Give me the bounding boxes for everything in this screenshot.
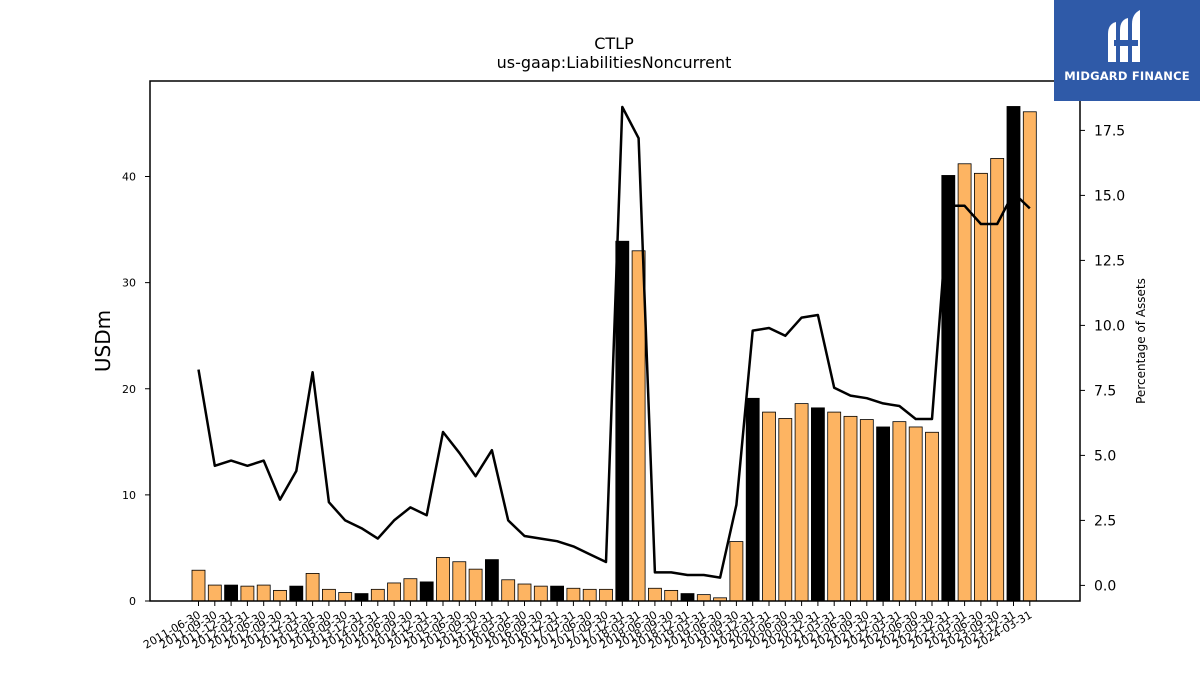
- y-tick-label: 30: [122, 277, 136, 290]
- bar-2017-06-30: [582, 588, 597, 602]
- bar-2012-12-31: [289, 585, 304, 602]
- y-right-tick-label: 0.0: [1094, 578, 1116, 594]
- bar-2015-12-31: [484, 559, 499, 602]
- bar-2021-06-30: [843, 415, 858, 602]
- midgard-logo: MIDGARD FINANCE: [1054, 0, 1200, 101]
- bar-2016-06-30: [517, 583, 532, 602]
- bar-2014-09-30: [403, 578, 418, 602]
- bar-2018-03-31: [631, 250, 646, 602]
- bar-2016-12-31: [550, 585, 564, 602]
- bar-2023-06-30: [974, 172, 988, 602]
- bar-2017-12-31: [615, 240, 630, 602]
- bar-2016-09-30: [533, 585, 548, 602]
- y-tick-label: 0: [129, 595, 136, 608]
- y-right-tick-label: 5.0: [1094, 448, 1116, 464]
- bar-2014-06-30: [387, 582, 402, 602]
- bar-2022-12-31: [941, 175, 956, 602]
- bar-2017-09-30: [599, 588, 613, 602]
- y-axis-label-left: USDm: [91, 310, 115, 372]
- bar-2015-03-31: [436, 557, 450, 602]
- bar-2023-12-31: [1006, 106, 1021, 602]
- bar-2020-12-31: [811, 407, 825, 602]
- logo-text: MIDGARD FINANCE: [1064, 69, 1190, 83]
- bar-2022-09-30: [925, 431, 939, 602]
- bar-2021-12-31: [876, 426, 890, 602]
- y-right-tick-label: 17.5: [1094, 123, 1125, 139]
- y-axis-left: 0 10 20 30 40: [122, 171, 150, 608]
- bar-2013-09-30: [338, 592, 353, 602]
- bar-2015-09-30: [468, 568, 483, 602]
- bar-2014-12-31: [419, 581, 434, 602]
- bar-2011-09-30: [207, 584, 222, 602]
- y-axis-label-right: Percentage of Assets: [1134, 278, 1148, 404]
- midgard-logo-icon: [1108, 10, 1140, 62]
- bar-2024-03-31: [1022, 111, 1037, 602]
- bar-2021-03-31: [827, 411, 842, 602]
- bar-2013-03-31: [305, 573, 320, 602]
- bar-2019-03-31: [696, 594, 711, 602]
- y-right-tick-label: 12.5: [1094, 253, 1125, 269]
- y-right-tick-label: 2.5: [1094, 513, 1116, 529]
- bar-2023-03-31: [957, 163, 972, 602]
- bar-2013-06-30: [321, 588, 336, 602]
- bar-2019-09-30: [729, 541, 744, 602]
- bar-2012-03-31: [240, 585, 255, 602]
- bar-2016-03-31: [501, 579, 516, 602]
- bar-2018-12-31: [680, 593, 695, 602]
- bar-2011-12-31: [224, 584, 239, 602]
- chart-subtitle: us-gaap:LiabilitiesNoncurrent: [497, 53, 732, 72]
- bar-2015-06-30: [452, 561, 467, 602]
- y-tick-label: 40: [122, 171, 136, 184]
- bar-2012-06-30: [256, 584, 271, 602]
- bar-2018-09-30: [664, 589, 679, 602]
- bar-2021-09-30: [859, 419, 874, 602]
- y-axis-right: 0.0 2.5 5.0 7.5 10.0 12.5 15.0 17.5: [1080, 123, 1125, 594]
- bar-2014-03-31: [370, 588, 385, 602]
- chart-title: CTLP: [594, 34, 634, 53]
- bar-2012-09-30: [273, 589, 287, 602]
- bar-2018-06-30: [648, 587, 662, 602]
- y-right-tick-label: 10.0: [1094, 318, 1125, 334]
- bar-2020-03-31: [762, 411, 776, 602]
- x-axis: 2011-06-302011-09-302011-12-312012-03-31…: [141, 601, 1034, 652]
- plot-frame: [149, 80, 1081, 602]
- y-right-tick-label: 7.5: [1094, 383, 1116, 399]
- bar-2017-03-31: [566, 587, 581, 602]
- y-right-tick-label: 15.0: [1094, 188, 1125, 204]
- y-tick-label: 20: [122, 383, 136, 396]
- percentage-line: [197, 105, 1031, 579]
- bar-2022-03-31: [892, 421, 907, 602]
- bar-2022-06-30: [908, 426, 923, 602]
- bar-2011-06-30: [191, 569, 206, 602]
- bar-2020-09-30: [794, 403, 809, 602]
- bar-2019-12-31: [745, 397, 760, 602]
- line-layer: [197, 105, 1031, 579]
- bar-2020-06-30: [778, 418, 793, 602]
- bar-2013-12-31: [354, 593, 369, 602]
- y-tick-label: 10: [122, 489, 136, 502]
- bars-layer: [191, 106, 1037, 602]
